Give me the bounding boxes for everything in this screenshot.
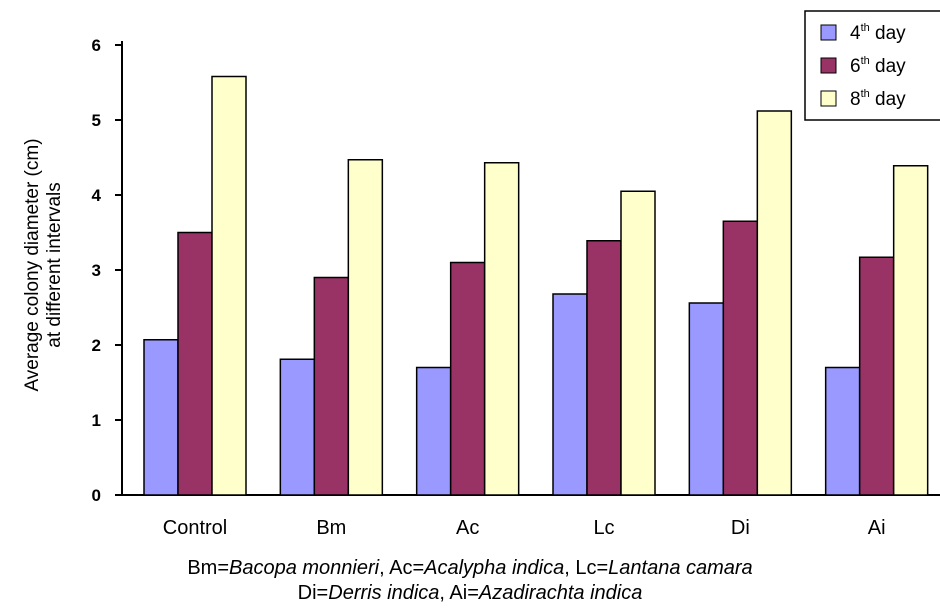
caption-line-1: Bm=Bacopa monnieri, Ac=Acalypha indica, … [0, 557, 940, 580]
bar-lc-4th [552, 293, 588, 496]
y-tick-label: 2 [92, 336, 101, 355]
bar-di-6th [722, 220, 759, 496]
bar-control-8th [211, 75, 247, 496]
bar-ai-6th [858, 256, 895, 496]
caption-species-name: Bacopa monnieri [229, 557, 380, 579]
legend-swatch [820, 24, 837, 41]
legend-label: 4th day [850, 22, 906, 44]
y-tick-label: 3 [92, 261, 101, 280]
bar-di-4th [688, 302, 725, 496]
x-tick-label: Di [731, 517, 750, 539]
y-axis-title-line-1: Average colony diameter (cm) [22, 138, 43, 391]
caption-species-name: Acalypha indica [424, 557, 565, 579]
caption-abbrev: Bm= [187, 557, 229, 579]
caption-abbrev: , Ac= [379, 557, 425, 579]
y-tick-label: 5 [92, 111, 101, 130]
x-tick-label: Lc [593, 517, 614, 539]
legend: 4th day 6th day 8th day [804, 10, 940, 121]
bar-lc-8th [620, 190, 656, 496]
y-axis-label: Average colony diameter (cm)at different… [22, 138, 65, 391]
bar-ac-8th [483, 162, 520, 496]
y-tick-label: 6 [92, 36, 101, 55]
x-tick-labels: Control Bm Ac Lc Di Ai [163, 517, 886, 539]
bar-ac-4th [415, 366, 452, 496]
bar-ac-6th [449, 261, 486, 496]
caption-species-name: Azadirachta indica [478, 582, 643, 604]
y-tick-label: 1 [92, 411, 101, 430]
bar-ai-8th [892, 165, 929, 496]
legend-label: 8th day [850, 88, 906, 110]
legend-swatch [820, 57, 837, 74]
bar-control-4th [143, 339, 179, 496]
bar-control-6th [177, 231, 213, 496]
y-axis-title: Average colony diameter (cm)at different… [22, 138, 65, 391]
legend-swatch [820, 90, 837, 107]
x-tick-label: Control [163, 517, 227, 539]
bar-ai-4th [824, 366, 861, 496]
bar-bm-4th [279, 358, 316, 496]
y-tick-label: 0 [92, 486, 101, 505]
bar-chart: Average colony diameter (cm)at different… [22, 10, 940, 539]
bar-bm-8th [347, 159, 384, 496]
caption-abbrev: Di= [297, 582, 329, 604]
bar-bm-6th [313, 276, 350, 496]
legend-label: 6th day [850, 55, 906, 77]
x-tick-label: Ai [868, 517, 886, 539]
x-tick-label: Bm [316, 517, 346, 539]
caption-species-name: Derris indica [328, 582, 440, 604]
caption-species-name: Lantana camara [608, 557, 753, 579]
caption-abbrev: , Lc= [564, 557, 609, 579]
y-tick-label: 4 [92, 186, 102, 205]
caption-line-2: Di=Derris indica, Ai=Azadirachta indica [0, 582, 940, 605]
caption-abbrev: , Ai= [439, 582, 479, 604]
bar-di-8th [756, 110, 793, 496]
bar-lc-6th [586, 240, 622, 496]
bars [143, 75, 929, 496]
x-tick-label: Ac [456, 517, 479, 539]
y-axis-title-line-2: at different intervals [44, 182, 65, 347]
axes: 0 1 2 3 4 5 6 [92, 36, 940, 505]
